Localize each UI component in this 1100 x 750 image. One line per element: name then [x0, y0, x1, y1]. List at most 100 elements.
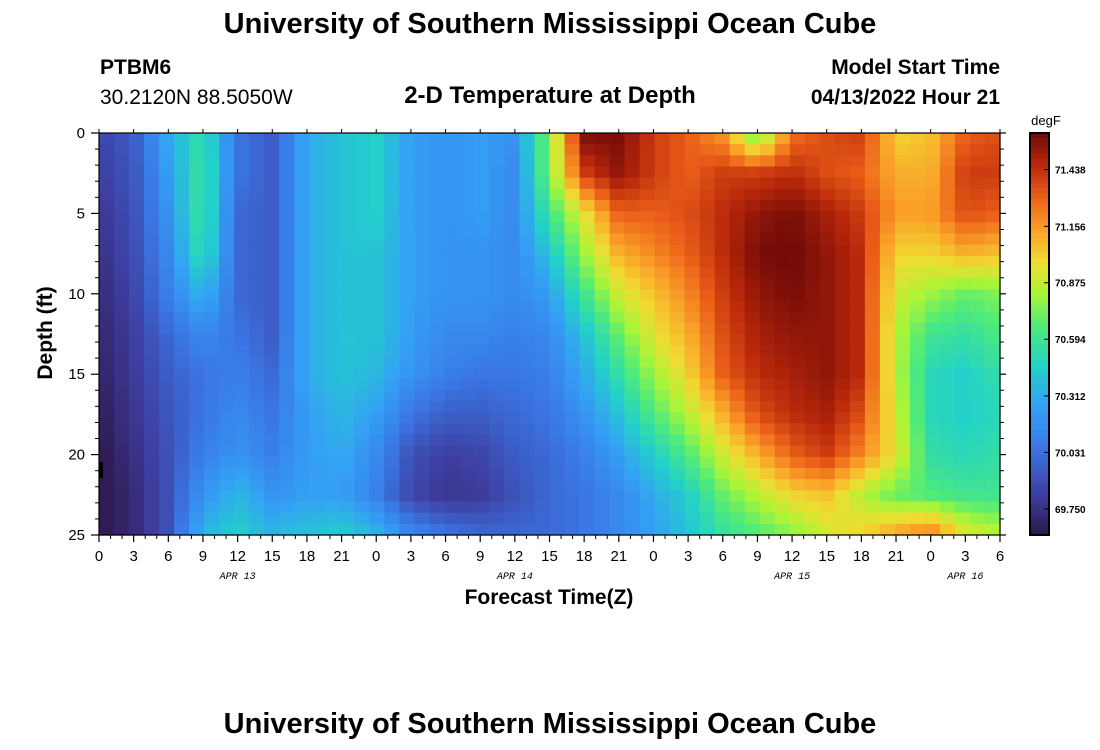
heatmap-cell: [384, 345, 400, 357]
heatmap-cell: [339, 322, 355, 335]
heatmap-cell: [174, 144, 190, 156]
heatmap-cell: [444, 401, 460, 413]
heatmap-cell: [984, 166, 1001, 179]
heatmap-cell: [579, 289, 596, 302]
heatmap-cell: [759, 412, 776, 424]
heatmap-cell: [639, 244, 656, 257]
heatmap-cell: [354, 222, 370, 235]
heatmap-cell: [954, 322, 971, 335]
heatmap-cell: [789, 367, 806, 380]
heatmap-cell: [519, 144, 536, 156]
heatmap-cell: [489, 490, 506, 503]
heatmap-cell: [954, 423, 971, 436]
colorbar-segment: [1030, 494, 1049, 501]
heatmap-cell: [894, 278, 911, 290]
heatmap-cell: [144, 345, 160, 357]
heatmap-cell: [309, 501, 325, 514]
heatmap-cell: [684, 144, 701, 156]
heatmap-cell: [369, 523, 385, 536]
colorbar-segment: [1030, 419, 1049, 426]
heatmap-cell: [99, 278, 115, 290]
heatmap-cell: [744, 200, 761, 212]
heatmap-cell: [789, 255, 806, 268]
station-id: PTBM6: [100, 56, 172, 79]
heatmap-cell: [939, 133, 956, 145]
heatmap-cell: [744, 144, 761, 156]
heatmap-cell: [459, 166, 476, 179]
heatmap-cell: [204, 133, 220, 145]
heatmap-cell: [219, 255, 235, 268]
heatmap-cell: [384, 468, 400, 480]
heatmap-cell: [519, 322, 536, 335]
heatmap-cell: [159, 255, 175, 268]
colorbar-segment: [1030, 203, 1049, 209]
heatmap-cell: [894, 322, 911, 335]
heatmap-cell: [639, 311, 656, 324]
heatmap-cell: [99, 255, 115, 268]
heatmap-cell: [609, 233, 626, 246]
heatmap-cell: [714, 300, 731, 313]
heatmap-cell: [459, 244, 476, 257]
heatmap-cell: [624, 222, 641, 235]
heatmap-cell: [114, 468, 130, 480]
heatmap-cell: [504, 445, 521, 458]
heatmap-cell: [909, 255, 926, 268]
heatmap-cell: [399, 188, 415, 201]
heatmap-cell: [219, 322, 235, 335]
heatmap-cell: [714, 222, 731, 235]
heatmap-cell: [414, 211, 430, 223]
heatmap-cell: [819, 434, 836, 447]
heatmap-cell: [159, 490, 175, 503]
heatmap-cell: [339, 311, 355, 324]
heatmap-cell: [414, 512, 430, 525]
heatmap-cell: [384, 244, 400, 257]
heatmap-cell: [399, 378, 415, 391]
heatmap-cell: [774, 378, 791, 391]
heatmap-cell: [174, 300, 190, 313]
heatmap-cell: [684, 255, 701, 268]
heatmap-cell: [114, 144, 130, 156]
heatmap-cell: [279, 356, 295, 369]
heatmap-cell: [564, 211, 581, 223]
heatmap-cell: [504, 300, 521, 313]
heatmap-cell: [939, 244, 956, 257]
heatmap-cell: [909, 523, 926, 536]
heatmap-cell: [834, 300, 851, 313]
heatmap-cell: [849, 255, 866, 268]
heatmap-cell: [759, 133, 776, 145]
heatmap-cell: [909, 211, 926, 223]
heatmap-cell: [339, 278, 355, 290]
heatmap-cell: [654, 233, 671, 246]
heatmap-cell: [804, 412, 821, 424]
heatmap-cell: [804, 211, 821, 223]
heatmap-cell: [894, 334, 911, 346]
heatmap-cell: [519, 490, 536, 503]
heatmap-cell: [549, 222, 566, 235]
heatmap-cell: [804, 334, 821, 346]
heatmap-cell: [429, 445, 445, 458]
heatmap-cell: [954, 222, 971, 235]
heatmap-cell: [264, 278, 280, 290]
heatmap-cell: [549, 200, 566, 212]
heatmap-cell: [429, 144, 445, 156]
heatmap-cell: [384, 155, 400, 168]
heatmap-cell: [864, 144, 881, 156]
heatmap-cell: [759, 322, 776, 335]
heatmap-cell: [744, 389, 761, 402]
heatmap-cell: [504, 434, 521, 447]
heatmap-cell: [909, 133, 926, 145]
heatmap-cell: [399, 144, 415, 156]
heatmap-cell: [414, 233, 430, 246]
heatmap-cell: [489, 445, 506, 458]
heatmap-cell: [579, 378, 596, 391]
heatmap-cell: [594, 289, 611, 302]
heatmap-cell: [954, 345, 971, 357]
heatmap-cell: [729, 479, 746, 491]
heatmap-cell: [609, 255, 626, 268]
heatmap-cell: [99, 389, 115, 402]
heatmap-cell: [99, 166, 115, 179]
heatmap-cell: [864, 311, 881, 324]
heatmap-cell: [369, 222, 385, 235]
heatmap-cell: [369, 278, 385, 290]
heatmap-cell: [99, 401, 115, 413]
